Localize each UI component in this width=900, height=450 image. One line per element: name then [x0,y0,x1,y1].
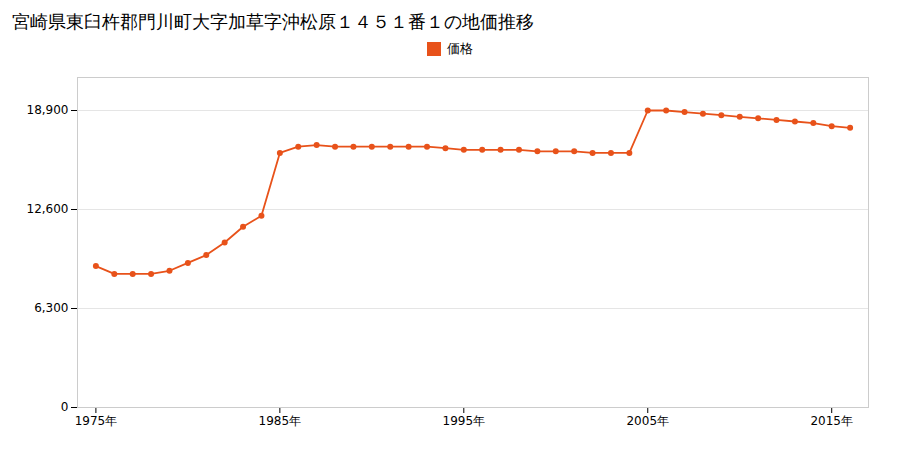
html-text:価格: 価格 [447,41,473,56]
svg-text:2005年: 2005年 [626,414,669,428]
svg-text:18,900: 18,900 [27,103,69,117]
svg-text:2015年: 2015年 [810,414,853,428]
svg-text:1995年: 1995年 [443,414,486,428]
svg-text:1975年: 1975年 [75,414,118,428]
svg-text:12,600: 12,600 [27,202,69,216]
svg-text:1985年: 1985年 [259,414,302,428]
html-text:宮崎県東臼杵郡門川町大字加草字沖松原１４５１番１の地価推移: 宮崎県東臼杵郡門川町大字加草字沖松原１４５１番１の地価推移 [12,11,534,32]
svg-text:0: 0 [61,400,69,414]
svg-text:6,300: 6,300 [34,301,68,315]
